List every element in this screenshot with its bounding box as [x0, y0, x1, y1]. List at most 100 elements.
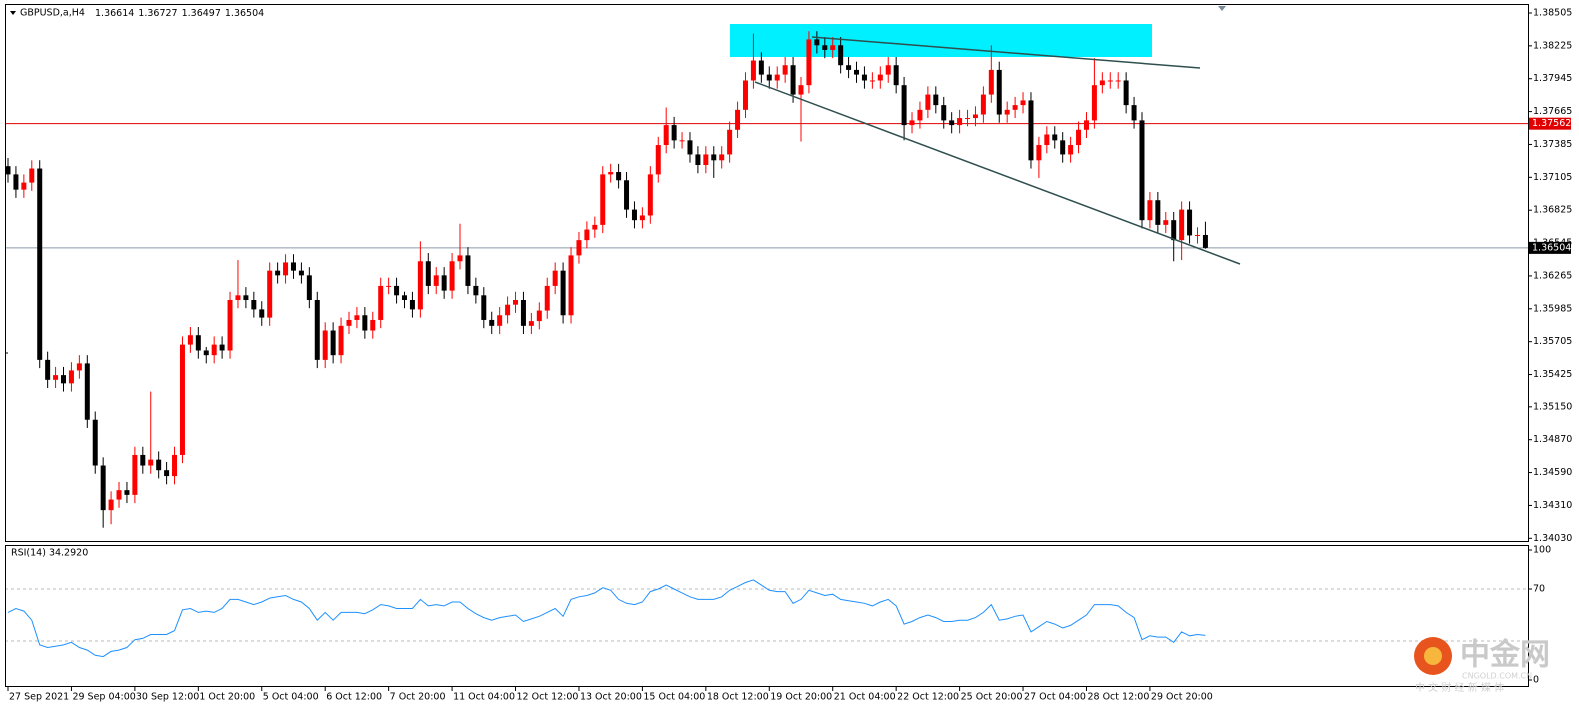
candle-body [703, 154, 709, 166]
candle-body [727, 129, 733, 155]
x-tick-label: 11 Oct 04:00 [453, 692, 515, 703]
logo-inner [1424, 647, 1442, 665]
price-label-box [1529, 241, 1571, 254]
price-panel [5, 4, 1529, 542]
candle-body [1171, 220, 1177, 241]
candle-body [314, 299, 320, 360]
candle-body [949, 120, 955, 126]
candle-body [195, 335, 201, 351]
candle-body [544, 285, 550, 311]
candle-body [647, 174, 653, 216]
x-tick-label: 1 Oct 20:00 [199, 692, 255, 703]
candle-body [211, 344, 217, 356]
candle-body [417, 261, 423, 310]
candle-body [156, 459, 162, 471]
candle-body [449, 261, 455, 291]
candle-body [893, 65, 899, 86]
ohlc-value: 1.36614 [95, 8, 134, 19]
candle-body [695, 154, 701, 166]
candle-body [1020, 100, 1026, 106]
candle-body [996, 69, 1002, 115]
candle-body [298, 270, 304, 276]
candle-body [520, 299, 526, 326]
candle-body [1107, 80, 1113, 82]
x-tick-label: 27 Oct 04:00 [1024, 692, 1086, 703]
trend-line-lower [754, 81, 1241, 265]
candle-body [140, 454, 146, 466]
candle-body [203, 350, 209, 356]
y-tick-label: 1.35150 [1533, 401, 1572, 412]
candle-body [854, 69, 860, 75]
candle-body [877, 74, 883, 81]
x-tick-label: 25 Oct 20:00 [961, 692, 1023, 703]
x-tick-label: 27 Sep 2021 [9, 692, 69, 703]
trend-line-upper [811, 36, 1201, 69]
candle-body [798, 85, 804, 95]
candle-body [750, 60, 756, 81]
candle-body [1195, 234, 1200, 236]
x-tick-label: 19 Oct 20:00 [770, 692, 832, 703]
y-tick-label: 1.37385 [1533, 139, 1572, 150]
candle-body [1163, 220, 1169, 225]
y-tick-label: 1.34030 [1533, 533, 1572, 544]
candle-body [219, 344, 225, 351]
rsi-tick-label: 70 [1533, 584, 1545, 595]
candle-body [21, 182, 27, 190]
candle-body [330, 330, 336, 356]
x-tick-label: 30 Sep 12:00 [136, 692, 199, 703]
candle-body [742, 80, 748, 110]
candle-body [61, 375, 67, 384]
candle-body [846, 65, 852, 70]
candle-body [465, 255, 471, 286]
candle-body [1052, 134, 1058, 141]
candle-body [362, 315, 368, 331]
ohlc: 1.36614 1.36727 1.36497 1.36504 [95, 8, 264, 19]
candle-body [1004, 109, 1010, 115]
ohlc-value: 1.36504 [225, 8, 264, 19]
candle-body [671, 125, 677, 141]
candle-body [227, 299, 233, 351]
candle-body [425, 261, 431, 286]
shift-marker [1218, 6, 1226, 11]
candle-body [1099, 80, 1105, 86]
candle-body [838, 45, 844, 66]
candle-body [1139, 120, 1145, 221]
candle-body [822, 45, 828, 50]
rsi-panel [5, 545, 1529, 687]
candle-body [528, 321, 534, 326]
watermark-slogan: 中 文 财 经 新 媒 体 [1415, 681, 1504, 694]
candle-body [148, 459, 154, 466]
candle-body [45, 359, 51, 380]
candle-body [861, 74, 867, 81]
rsi-tick-label: 0 [1533, 675, 1539, 686]
candle-body [1012, 105, 1018, 110]
candle-body [243, 295, 249, 300]
candle-body [402, 295, 407, 300]
candle-body [1044, 134, 1050, 146]
x-tick-label: 21 Oct 04:00 [834, 692, 896, 703]
candle-body [5, 166, 11, 175]
candle-body [616, 172, 622, 181]
candle-body [354, 315, 360, 320]
candle-body [1115, 80, 1121, 82]
candle-body [235, 295, 241, 300]
candle-body [933, 94, 939, 106]
candle-body [1036, 145, 1042, 161]
ohlc-value: 1.36497 [182, 8, 221, 19]
price-label: 1.37562 [1532, 118, 1571, 129]
candle-body [489, 319, 495, 326]
candle-body [267, 270, 273, 318]
price-label-box [1529, 117, 1571, 130]
candle-body [790, 65, 796, 95]
candle-body [1083, 120, 1089, 130]
candle-body [92, 419, 98, 466]
candle-body [624, 180, 630, 210]
candle-body [719, 154, 725, 161]
y-tick-label: 1.38225 [1533, 40, 1572, 51]
y-tick-label: 1.37945 [1533, 73, 1572, 84]
candle-body [1202, 234, 1208, 248]
candle-body [885, 65, 891, 75]
candle-body [1155, 200, 1161, 225]
candle-body [513, 299, 519, 305]
candle-body [29, 168, 35, 183]
